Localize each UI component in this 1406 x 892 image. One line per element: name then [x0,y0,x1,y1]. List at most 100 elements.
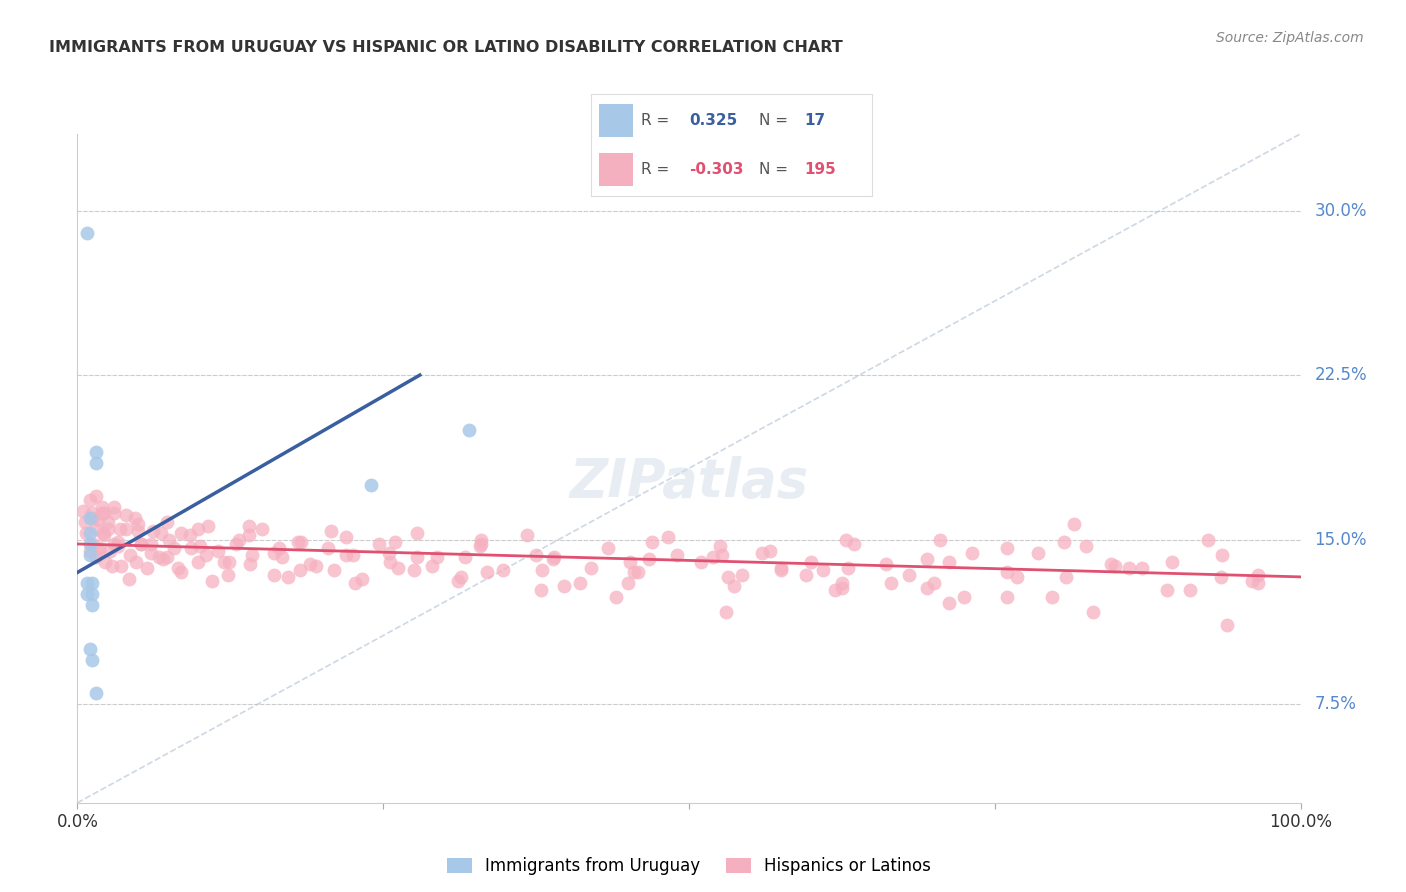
Point [387,561,409,575]
Point [875,557,897,571]
Point [156,515,179,529]
Point [298,557,321,571]
Text: ZIPatlas: ZIPatlas [569,456,808,508]
Point [938,596,960,610]
Point [225,537,247,551]
Point [531,563,554,577]
Point [84,445,107,459]
Point [406,550,429,565]
Point [368,537,391,551]
Point [228,533,250,547]
Point [1054,570,1077,584]
Text: 30.0%: 30.0% [1315,202,1367,219]
Point [380,555,402,569]
Point [1053,534,1076,549]
Text: 7.5%: 7.5% [1315,695,1357,713]
Point [880,576,903,591]
Point [1063,517,1085,532]
Point [343,576,366,591]
Point [118,548,141,562]
Point [80,506,103,520]
Point [516,528,538,542]
Point [454,550,477,565]
Point [89,541,111,556]
Point [139,537,162,551]
Point [79,548,101,562]
Point [709,539,731,553]
Point [842,537,865,551]
Point [91,526,114,541]
Point [100,558,122,573]
Point [127,517,149,532]
Point [420,558,443,573]
Point [270,550,292,565]
Text: 195: 195 [804,162,837,178]
Point [730,567,752,582]
Point [543,550,565,565]
Point [73,515,96,529]
Point [97,515,120,529]
Point [1216,618,1239,632]
Point [127,524,149,538]
Point [79,526,101,541]
Point [79,543,101,558]
Point [187,555,209,569]
Point [917,581,939,595]
Point [796,567,818,582]
Point [75,526,97,541]
Point [103,500,125,514]
Point [93,528,115,542]
Point [118,572,141,586]
Point [277,570,299,584]
Point [238,519,260,533]
Point [470,533,492,547]
Point [170,566,193,580]
Point [207,543,229,558]
Point [335,548,357,562]
Point [129,537,152,551]
Point [84,522,107,536]
Point [76,587,98,601]
Point [1161,555,1184,569]
Point [139,546,162,560]
Point [166,561,188,575]
Point [263,567,285,582]
Point [187,522,209,536]
Point [212,555,235,569]
Point [1240,574,1263,589]
Point [1104,558,1126,573]
Text: Source: ZipAtlas.com: Source: ZipAtlas.com [1216,31,1364,45]
Point [342,548,364,562]
Point [82,510,104,524]
Point [107,539,129,553]
Point [79,510,101,524]
Point [152,552,174,566]
Point [623,566,645,580]
Point [80,576,103,591]
Point [641,534,664,549]
Point [800,555,823,569]
Point [657,530,679,544]
Point [125,555,148,569]
Point [1081,605,1104,619]
Point [108,522,131,536]
Point [79,642,101,657]
Point [316,541,339,556]
Point [758,543,780,558]
Point [402,563,425,577]
Point [335,530,357,544]
Point [426,550,449,565]
Point [94,555,117,569]
Point [115,508,138,523]
Point [218,555,240,569]
Point [953,590,976,604]
Text: 17: 17 [804,112,825,128]
Point [450,570,472,584]
Text: N =: N = [759,112,789,128]
Point [384,534,406,549]
Point [605,590,627,604]
Point [447,574,470,589]
Point [579,561,602,575]
Point [124,510,146,524]
Text: N =: N = [759,162,789,178]
